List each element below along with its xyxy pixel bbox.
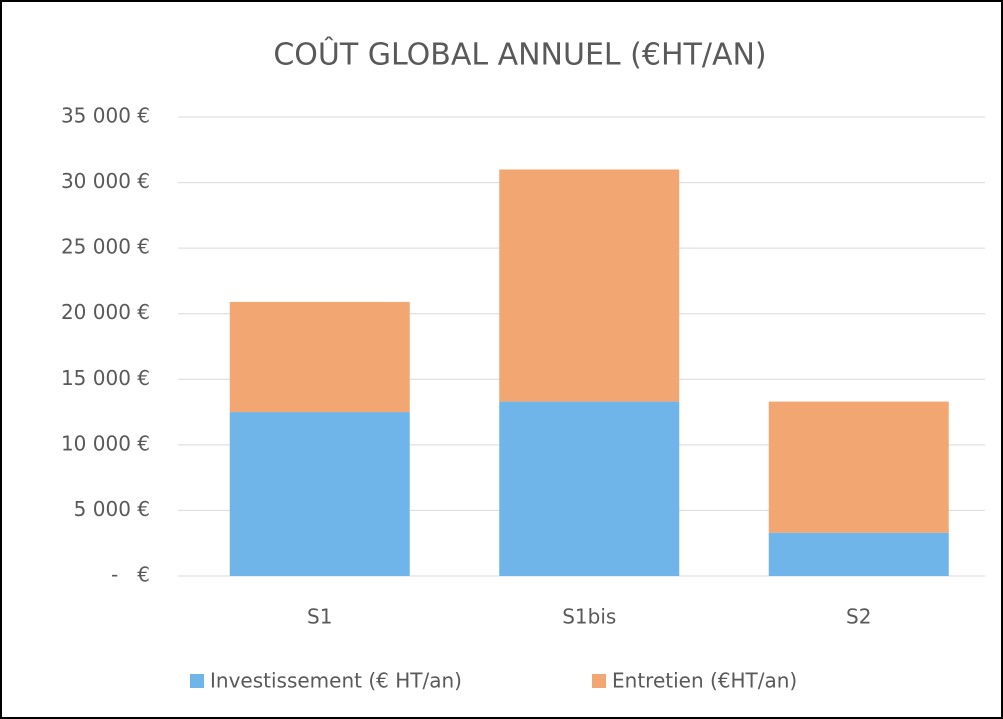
bar-segment (499, 169, 680, 402)
legend-label: Investissement (€ HT/an) (210, 669, 462, 693)
bar-segment (229, 412, 410, 576)
y-tick-label: 10 000 € (61, 431, 150, 455)
bar-segment (229, 301, 410, 413)
bar-segment (768, 532, 949, 576)
legend-label: Entretien (€HT/an) (612, 669, 797, 693)
legend-swatch (190, 674, 204, 688)
x-tick-label: S2 (846, 605, 871, 629)
y-tick-label: 25 000 € (61, 235, 150, 259)
y-tick-label: 30 000 € (61, 169, 150, 193)
x-tick-label: S1 (307, 605, 332, 629)
y-tick-label: - € (111, 563, 150, 587)
bar-segment (499, 401, 680, 576)
x-tick-label: S1bis (562, 605, 616, 629)
bar-segment (768, 401, 949, 533)
y-tick-label: 20 000 € (61, 300, 150, 324)
chart-title: COÛT GLOBAL ANNUEL (€HT/AN) (273, 36, 766, 73)
y-tick-label: 5 000 € (74, 497, 150, 521)
y-tick-label: 15 000 € (61, 366, 150, 390)
y-tick-label: 35 000 € (61, 104, 150, 128)
legend-swatch (592, 674, 606, 688)
